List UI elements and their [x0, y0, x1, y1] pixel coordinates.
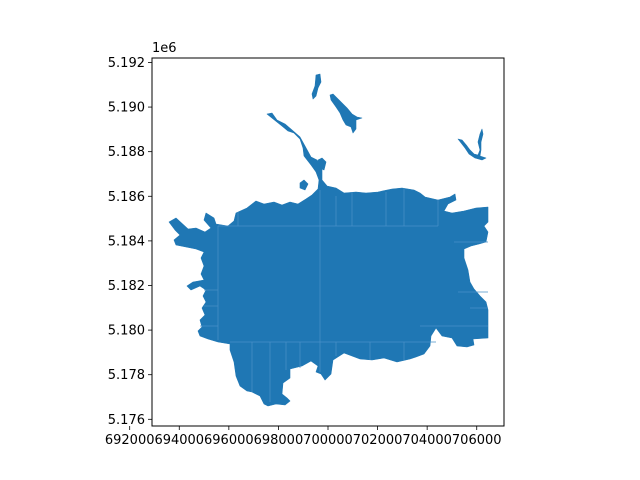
- x-tick-label: 692000: [105, 433, 155, 448]
- y-tick-label: 5.180: [108, 324, 145, 339]
- x-tick-label: 700000: [303, 433, 353, 448]
- y-tick-label: 5.190: [108, 101, 145, 116]
- y-tick-label: 5.188: [108, 145, 145, 160]
- y-tick-label: 5.176: [108, 413, 145, 428]
- district-borders: [200, 188, 488, 402]
- x-tick-label: 706000: [452, 433, 502, 448]
- y-tick-label: 5.184: [108, 234, 145, 249]
- y-tick-label: 5.178: [108, 368, 145, 383]
- river-fragment-5: [317, 157, 327, 171]
- x-tick-label: 696000: [204, 433, 254, 448]
- river-fragment-2: [329, 93, 363, 134]
- x-axis: 692000 694000 696000 698000 700000 702000 7040…: [105, 426, 502, 448]
- river-fragment-4: [299, 179, 309, 191]
- x-tick-label: 702000: [353, 433, 403, 448]
- x-tick-label: 704000: [402, 433, 452, 448]
- y-tick-label: 5.182: [108, 279, 145, 294]
- y-axis: 5.176 5.178 5.180 5.182 5.184 5.186 5.188 5.190…: [108, 56, 152, 428]
- river-fragment-1: [311, 73, 322, 100]
- x-tick-label: 698000: [254, 433, 304, 448]
- city-main-polygon: [168, 112, 489, 407]
- y-tick-label: 5.192: [108, 56, 145, 71]
- map-polygons: [168, 73, 489, 407]
- y-offset-label: 1e6: [152, 41, 177, 56]
- river-fragment-3: [457, 128, 487, 161]
- x-tick-label: 694000: [154, 433, 204, 448]
- y-tick-label: 5.186: [108, 190, 145, 205]
